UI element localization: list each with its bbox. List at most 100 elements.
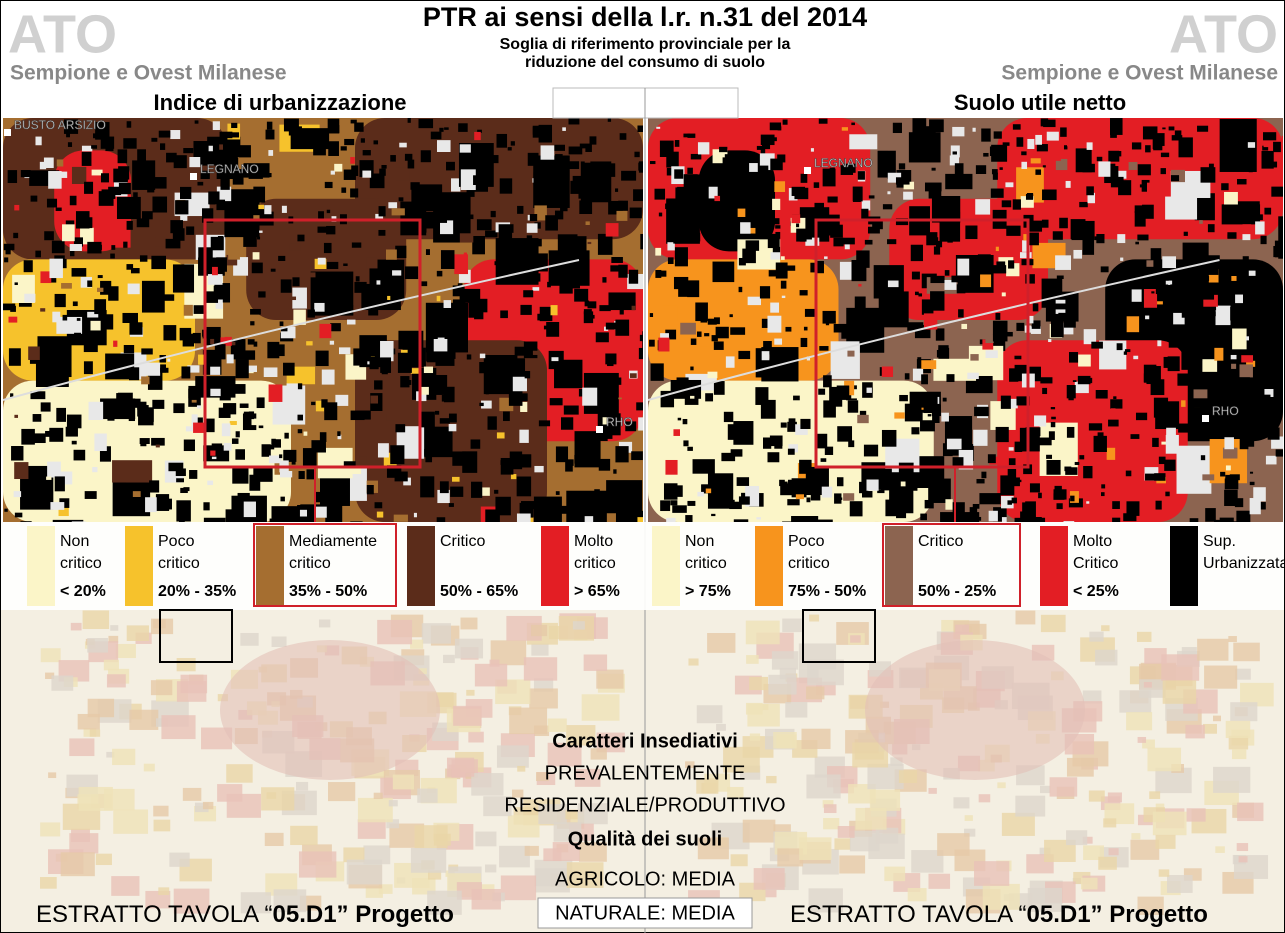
map-block: [618, 398, 621, 400]
map-block: [1031, 158, 1041, 163]
map-block: [446, 162, 455, 171]
map-block: [1089, 423, 1102, 430]
legend-range: 35% - 50%: [289, 583, 367, 600]
map-block: [232, 342, 235, 346]
map-block: [132, 326, 140, 331]
map-block: [449, 503, 454, 507]
map-block: [1126, 471, 1132, 477]
map-block: [159, 131, 171, 138]
faded-patch: [1159, 869, 1170, 876]
map-block: [306, 341, 312, 345]
page: ATO ATO Sempione e Ovest Milanese Sempio…: [0, 0, 1285, 933]
map-block: [1079, 202, 1088, 207]
footer-suffix: ” Progetto: [1091, 901, 1208, 928]
map-block: [170, 220, 183, 233]
faded-patch: [393, 775, 414, 790]
map-block: [1192, 314, 1205, 325]
map-block: [13, 233, 18, 238]
map-block: [74, 450, 86, 461]
map-block: [528, 153, 539, 166]
map-block: [1154, 473, 1165, 481]
map-block: [613, 469, 616, 473]
map-block: [491, 211, 496, 217]
map-block: [1152, 438, 1159, 447]
map-block: [378, 443, 389, 457]
map-block: [740, 222, 750, 233]
map-block: [721, 453, 735, 461]
map-block: [749, 163, 758, 172]
map-block: [127, 121, 132, 128]
map-block: [899, 163, 905, 169]
map-block: [330, 341, 334, 345]
map-block: [47, 462, 61, 478]
map-block: [900, 297, 908, 302]
map-block: [768, 234, 780, 248]
map-block: [1139, 263, 1147, 271]
map-block: [298, 383, 302, 389]
legend-swatch: [27, 526, 55, 606]
map-block: [858, 171, 865, 180]
map-block: [311, 402, 315, 405]
center-heading: Caratteri Insediativi: [552, 730, 738, 752]
faded-patch: [319, 619, 330, 627]
map-block: [184, 440, 195, 452]
map-block: [123, 242, 127, 248]
map-block: [555, 154, 563, 162]
map-block: [1156, 285, 1168, 295]
map-block: [337, 431, 340, 436]
map-block: [98, 275, 103, 278]
map-block: [343, 263, 347, 266]
map-block: [324, 243, 332, 253]
faded-patch: [415, 825, 448, 848]
map-block: [1016, 137, 1023, 147]
map-block: [1025, 501, 1036, 517]
map-block: [486, 392, 489, 395]
map-block: [439, 128, 443, 132]
map-block: [458, 123, 468, 132]
map-block: [520, 305, 531, 315]
map-block: [257, 237, 260, 240]
map-block: [1147, 183, 1164, 199]
faded-patch: [265, 833, 284, 846]
map-block: [1253, 214, 1263, 220]
map-block: [1009, 458, 1016, 465]
map-block: [1161, 153, 1169, 157]
map-block: [533, 173, 543, 185]
map-block: [149, 303, 155, 310]
faded-patch: [688, 658, 698, 665]
faded-patch: [48, 772, 56, 778]
map-block: [228, 252, 240, 260]
map-block: [344, 139, 354, 145]
map-block: [690, 367, 693, 371]
map-block: [801, 174, 808, 183]
faded-patch: [754, 868, 785, 890]
faded-patch: [389, 800, 398, 806]
center-line: AGRICOLO: MEDIA: [555, 868, 736, 890]
map-block: [278, 256, 285, 261]
map-block: [1250, 482, 1255, 485]
map-block: [110, 254, 115, 259]
map-block: [14, 205, 19, 210]
map-block: [472, 236, 485, 254]
map-block: [1117, 234, 1125, 243]
map-block: [670, 500, 677, 505]
faded-patch: [129, 710, 158, 730]
map-block: [97, 288, 103, 292]
map-block: [691, 154, 702, 159]
map-block: [70, 251, 74, 257]
map-block: [55, 476, 65, 491]
map-block: [178, 414, 191, 427]
map-block: [651, 363, 664, 380]
map-block: [452, 477, 460, 482]
faded-patch: [1204, 666, 1237, 689]
map-block: [371, 396, 378, 404]
map-block: [726, 356, 735, 367]
map-block: [1101, 492, 1105, 496]
map-block: [137, 218, 150, 227]
map-block: [899, 463, 914, 482]
map-block: [811, 148, 814, 152]
map-block: [441, 250, 455, 269]
map-block: [21, 429, 35, 445]
map-block: [693, 459, 715, 474]
faded-patch: [158, 887, 169, 895]
